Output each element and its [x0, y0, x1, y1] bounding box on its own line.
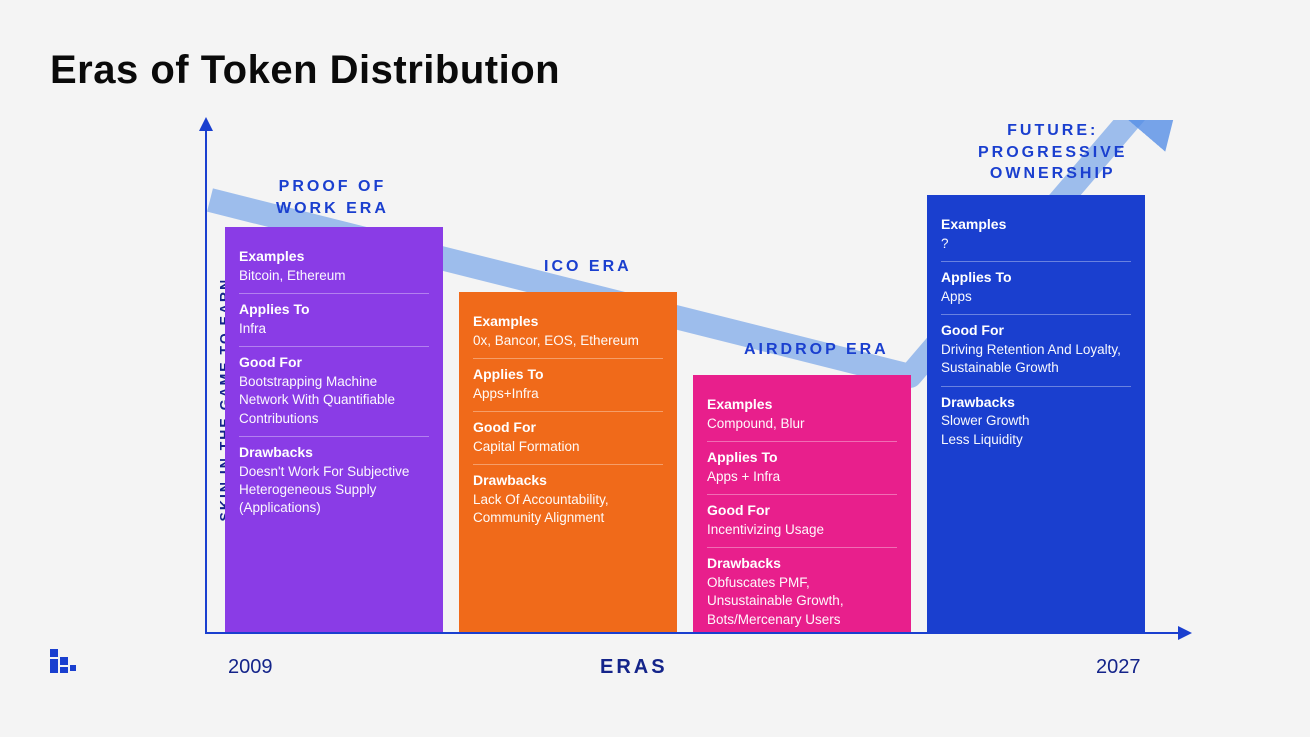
good-for-heading: Good For — [707, 501, 897, 520]
good-for-heading: Good For — [941, 321, 1131, 340]
page-title: Eras of Token Distribution — [50, 48, 560, 93]
chart-area: SKIN IN THE GAME TO EARN OWNERSHIP ERAS … — [140, 120, 1220, 680]
drawbacks-value: Slower GrowthLess Liquidity — [941, 412, 1131, 448]
bar-ico: Examples 0x, Bancor, EOS, Ethereum Appli… — [459, 292, 677, 632]
drawbacks-value: Lack Of Accountability, Community Alignm… — [473, 491, 663, 527]
drawbacks-value: Doesn't Work For Subjective Heterogeneou… — [239, 463, 429, 518]
era-label-airdrop: AIRDROP ERA — [744, 339, 889, 361]
x-axis-label: ERAS — [600, 656, 668, 679]
applies-to-heading: Applies To — [473, 365, 663, 384]
applies-to-heading: Applies To — [707, 448, 897, 467]
examples-heading: Examples — [473, 312, 663, 331]
good-for-value: Capital Formation — [473, 438, 663, 456]
good-for-value: Driving Retention And Loyalty, Sustainab… — [941, 341, 1131, 377]
x-axis-end: 2027 — [1096, 656, 1141, 679]
drawbacks-heading: Drawbacks — [941, 393, 1131, 412]
bar-proof-of-work: Examples Bitcoin, Ethereum Applies To In… — [225, 227, 443, 632]
x-axis-start: 2009 — [228, 656, 273, 679]
examples-heading: Examples — [941, 215, 1131, 234]
bar-future: Examples ? Applies To Apps Good For Driv… — [927, 195, 1145, 632]
drawbacks-heading: Drawbacks — [239, 443, 429, 462]
good-for-heading: Good For — [239, 353, 429, 372]
examples-value: Bitcoin, Ethereum — [239, 267, 429, 285]
applies-to-heading: Applies To — [941, 268, 1131, 287]
examples-value: Compound, Blur — [707, 415, 897, 433]
good-for-value: Incentivizing Usage — [707, 521, 897, 539]
drawbacks-heading: Drawbacks — [707, 554, 897, 573]
x-axis — [205, 632, 1181, 634]
good-for-value: Bootstrapping Machine Network With Quant… — [239, 373, 429, 428]
y-axis — [205, 120, 207, 633]
applies-to-value: Apps+Infra — [473, 385, 663, 403]
applies-to-value: Infra — [239, 320, 429, 338]
applies-to-value: Apps — [941, 288, 1131, 306]
era-label-pow: PROOF OFWORK ERA — [276, 176, 389, 219]
y-axis-arrow — [199, 117, 213, 131]
drawbacks-heading: Drawbacks — [473, 471, 663, 490]
examples-heading: Examples — [707, 395, 897, 414]
era-label-future: FUTURE:PROGRESSIVEOWNERSHIP — [978, 120, 1127, 185]
examples-value: 0x, Bancor, EOS, Ethereum — [473, 332, 663, 350]
x-axis-arrow — [1178, 626, 1192, 640]
bar-airdrop: Examples Compound, Blur Applies To Apps … — [693, 375, 911, 632]
drawbacks-value: Obfuscates PMF, Unsustainable Growth, Bo… — [707, 574, 897, 629]
good-for-heading: Good For — [473, 418, 663, 437]
brand-logo-icon — [48, 647, 80, 679]
era-label-ico: ICO ERA — [544, 256, 632, 278]
examples-value: ? — [941, 235, 1131, 253]
applies-to-value: Apps + Infra — [707, 468, 897, 486]
applies-to-heading: Applies To — [239, 300, 429, 319]
examples-heading: Examples — [239, 247, 429, 266]
